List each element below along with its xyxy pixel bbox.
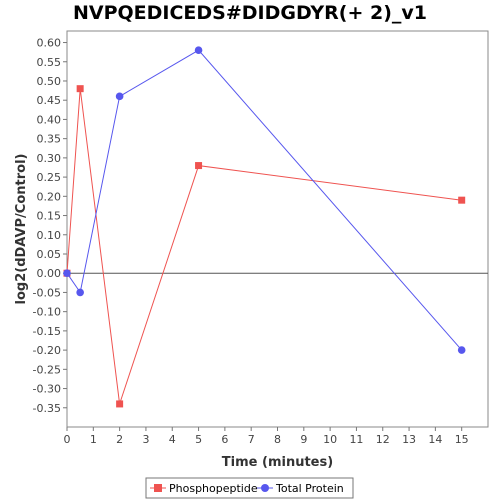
- y-tick-label: 0.30: [37, 152, 62, 165]
- x-tick-label: 9: [300, 433, 307, 446]
- x-axis: 0 1 2 3 4 5 6 7 8 9 10 11 12 13 14 15: [64, 427, 469, 446]
- y-tick-label: 0.00: [37, 267, 62, 280]
- data-point-square: [195, 162, 203, 170]
- x-tick-label: 4: [169, 433, 176, 446]
- x-axis-title: Time (minutes): [222, 455, 333, 470]
- y-tick-label: 0.20: [37, 190, 62, 203]
- y-tick-label: 0.25: [37, 171, 62, 184]
- x-tick-label: 13: [402, 433, 416, 446]
- y-axis-title: log2(dDAVP/Control): [14, 154, 29, 305]
- x-tick-label: 6: [221, 433, 228, 446]
- x-tick-label: 14: [428, 433, 442, 446]
- y-tick-label: -0.30: [33, 383, 61, 396]
- y-tick-label: 0.50: [37, 75, 62, 88]
- data-point-square: [76, 85, 84, 93]
- y-tick-label: 0.60: [37, 37, 62, 50]
- legend-label: Total Protein: [275, 482, 344, 495]
- y-tick-label: 0.05: [37, 248, 62, 261]
- x-tick-label: 8: [274, 433, 281, 446]
- y-tick-label: 0.10: [37, 229, 62, 242]
- data-point-circle: [194, 46, 203, 55]
- data-point-circle: [76, 288, 84, 297]
- x-tick-label: 3: [142, 433, 149, 446]
- legend-marker-circle: [261, 484, 269, 492]
- x-tick-label: 7: [248, 433, 255, 446]
- y-tick-label: -0.10: [33, 306, 61, 319]
- x-tick-label: 5: [195, 433, 202, 446]
- x-tick-label: 0: [64, 433, 71, 446]
- y-tick-label: 0.40: [37, 113, 62, 126]
- y-tick-label: 0.55: [37, 56, 62, 69]
- legend-label: Phosphopeptide: [169, 482, 258, 495]
- chart-title: NVPQEDICEDS#DIDGDYR(+ 2)_v1: [72, 2, 427, 24]
- plot-frame: [66, 30, 489, 428]
- y-tick-label: -0.35: [33, 402, 61, 415]
- y-tick-label: 0.45: [37, 94, 62, 107]
- y-tick-label: -0.25: [33, 363, 61, 376]
- x-tick-label: 1: [90, 433, 97, 446]
- data-point-circle: [115, 92, 124, 101]
- plot-area: [66, 30, 489, 428]
- legend-marker-square: [154, 484, 162, 492]
- y-tick-label: 0.15: [37, 210, 62, 223]
- data-point-square: [116, 400, 124, 408]
- legend-box: [145, 477, 354, 499]
- x-tick-label: 2: [116, 433, 123, 446]
- data-point-circle: [63, 269, 71, 278]
- y-tick-label: -0.05: [33, 286, 61, 299]
- data-point-circle: [457, 346, 466, 354]
- y-axis: -0.35 -0.30 -0.25 -0.20 -0.15 -0.10 -0.05 0.00 0…: [33, 37, 67, 415]
- y-tick-label: -0.20: [33, 344, 61, 357]
- legend: Phosphopeptide Total Protein: [145, 477, 354, 499]
- series-layer: [63, 46, 466, 408]
- x-tick-label: 10: [323, 433, 337, 446]
- data-point-square: [458, 196, 466, 204]
- x-tick-label: 11: [349, 433, 363, 446]
- x-tick-label: 12: [376, 433, 390, 446]
- x-tick-label: 15: [455, 433, 469, 446]
- y-tick-label: 0.35: [37, 133, 62, 146]
- y-tick-label: -0.15: [33, 325, 61, 338]
